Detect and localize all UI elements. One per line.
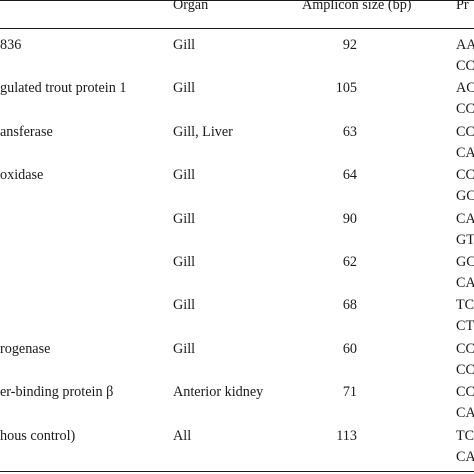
organ-cell: Gill, Liver [173, 123, 233, 140]
amplicon-size-cell: 113 [336, 427, 357, 444]
primer-forward-cell: GC [456, 254, 474, 270]
organ-cell: Gill [173, 37, 196, 53]
amplicon-size-cell: 105 [335, 80, 357, 97]
organ-cell: Gill [173, 340, 196, 357]
amplicon-size-cell: 71 [342, 384, 357, 401]
amplicon-size-cell: 60 [342, 340, 357, 357]
primer-forward-cell: CC [456, 340, 474, 357]
header-organ: Organ [173, 0, 209, 13]
table-top-rule [0, 0, 474, 1]
amplicon-size-cell: 63 [342, 123, 357, 140]
amplicon-size-cell: 68 [342, 297, 357, 314]
organ-cell: Gill [173, 210, 196, 227]
primer-forward-cell: AC [456, 80, 474, 97]
primer-reverse-cell: CC [456, 101, 474, 118]
table-bottom-rule [0, 471, 474, 472]
gene-cell: er-binding protein β [0, 384, 114, 401]
gene-cell: 836 [0, 37, 22, 53]
gene-cell: hous control) [0, 427, 76, 444]
organ-cell: Gill [173, 254, 196, 270]
primer-forward-cell: CC [456, 123, 474, 140]
primer-forward-cell: TC [456, 297, 474, 314]
organ-cell: Gill [173, 167, 196, 184]
primer-reverse-cell: CA [456, 275, 474, 291]
primer-forward-cell: TC [456, 427, 474, 444]
primer-reverse-cell: GC [456, 188, 474, 205]
primer-reverse-cell: GT [456, 231, 474, 248]
primer-reverse-cell: CA [456, 144, 474, 161]
header-bottom-rule [0, 28, 474, 29]
primer-forward-cell: CC [456, 167, 474, 184]
amplicon-size-cell: 90 [342, 210, 357, 227]
gene-cell: rogenase [0, 340, 51, 357]
primer-reverse-cell: CC [456, 361, 474, 378]
primer-forward-cell: CC [456, 384, 474, 401]
organ-cell: All [173, 427, 192, 444]
organ-cell: Gill [173, 80, 196, 97]
primer-forward-cell: AA [456, 37, 474, 53]
primer-reverse-cell: CA [456, 405, 474, 422]
organ-cell: Anterior kidney [173, 384, 264, 401]
primer-reverse-cell: CA [456, 448, 474, 465]
primer-reverse-cell: CT [456, 318, 474, 335]
header-primer: Pr [456, 0, 469, 13]
amplicon-size-cell: 62 [342, 254, 357, 270]
primer-forward-cell: CA [456, 210, 474, 227]
amplicon-size-cell: 92 [342, 37, 357, 53]
gene-cell: gulated trout protein 1 [0, 80, 127, 97]
gene-cell: oxidase [0, 167, 44, 184]
header-amplicon-size: Amplicon size (bp) [302, 0, 412, 13]
primer-reverse-cell: CC [456, 58, 474, 74]
organ-cell: Gill [173, 297, 196, 314]
amplicon-size-cell: 64 [342, 167, 357, 184]
gene-cell: ansferase [0, 123, 53, 140]
